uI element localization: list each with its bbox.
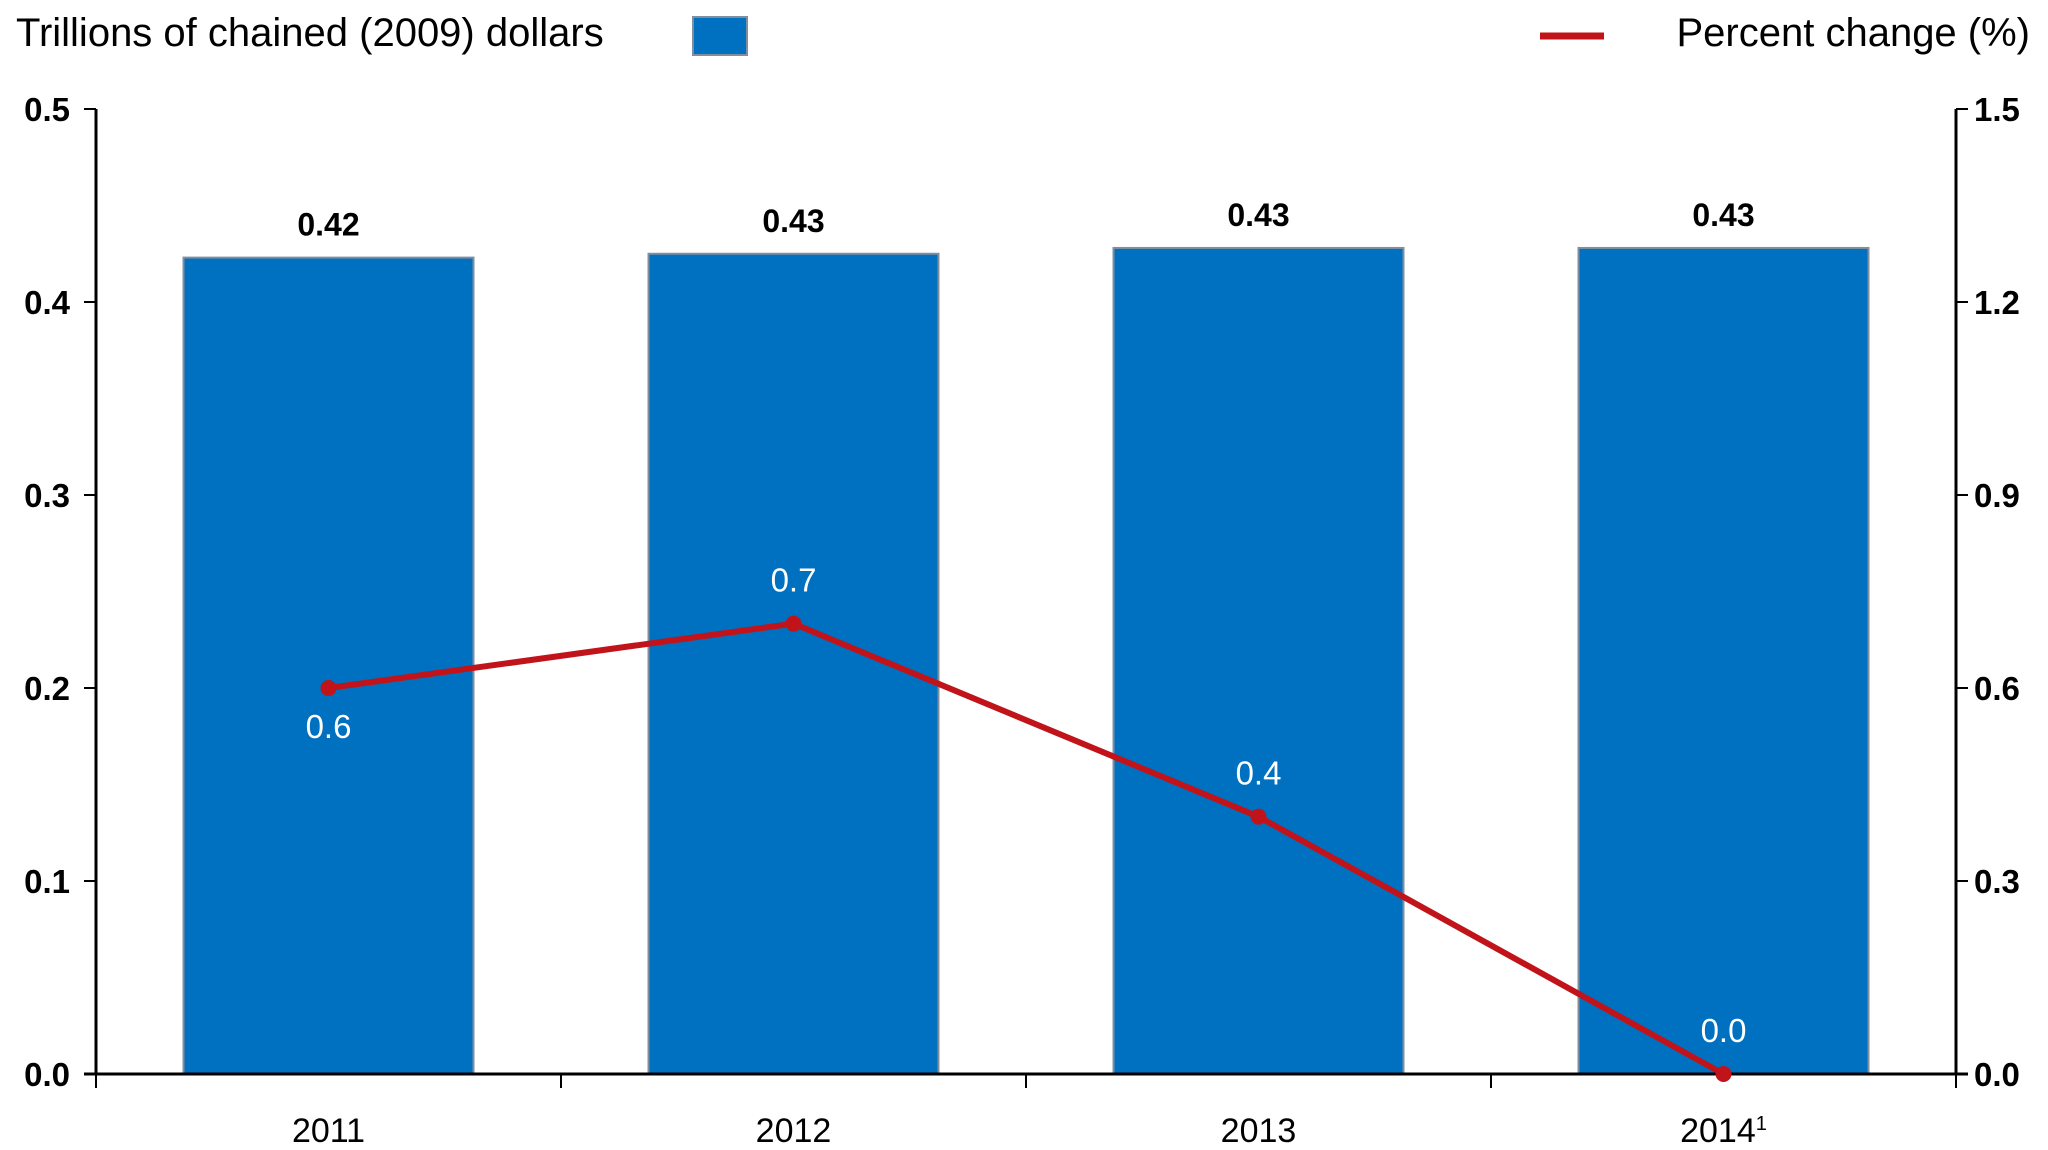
footnote-superscript: 1 [1756, 1113, 1767, 1135]
line-value-label: 0.6 [306, 708, 352, 745]
right-tick-label: 0.0 [1974, 1056, 2020, 1093]
left-tick-label: 0.2 [24, 670, 70, 707]
legend: Trillions of chained (2009) dollars Perc… [16, 11, 2030, 56]
bar-2011 [182, 256, 475, 1075]
right-tick-label: 0.3 [1974, 863, 2020, 900]
labels: 0.42 0.43 0.43 0.43 0.6 0.7 0.4 0.0 [297, 197, 1754, 1049]
bar-value-label: 0.43 [1692, 197, 1754, 233]
left-tick-label: 0.4 [24, 284, 71, 321]
bar-2014 [1577, 246, 1870, 1075]
bars [182, 246, 1870, 1075]
line-value-label: 0.4 [1236, 755, 1282, 792]
x-tick-label: 2011 [292, 1112, 365, 1150]
line-value-label: 0.0 [1701, 1012, 1747, 1049]
legend-label-bars: Trillions of chained (2009) dollars [16, 11, 604, 55]
right-tick-label: 0.9 [1974, 477, 2020, 514]
legend-swatch-bars [692, 16, 748, 56]
line-value-label: 0.7 [771, 562, 817, 599]
bar-value-label: 0.43 [1227, 197, 1289, 233]
bar-value-label: 0.42 [297, 207, 359, 243]
line-point-2011 [320, 680, 337, 696]
axes: 0.0 0.1 0.2 0.3 0.4 0.5 0.0 0.3 0.6 0.9 1.2 1.5 2011… [24, 91, 2020, 1150]
right-tick-label: 0.6 [1974, 670, 2020, 707]
percent-change-polyline [328, 620, 1725, 1077]
percent-change-line [320, 615, 1732, 1082]
left-tick-label: 0.3 [24, 477, 70, 514]
bar-value-label: 0.43 [762, 203, 824, 239]
x-tick-label: 2013 [1221, 1112, 1297, 1150]
line-point-2014 [1715, 1066, 1732, 1082]
x-tick-label: 2012 [756, 1112, 832, 1150]
left-tick-label: 0.0 [24, 1056, 70, 1093]
x-tick-label: 20141 [1680, 1112, 1767, 1150]
line-point-2013 [1250, 808, 1267, 825]
right-tick-label: 1.2 [1974, 284, 2020, 321]
bar-2013 [1112, 246, 1405, 1075]
line-point-2012 [785, 615, 802, 632]
right-tick-label: 1.5 [1974, 91, 2020, 128]
left-tick-label: 0.1 [24, 863, 70, 900]
left-tick-label: 0.5 [24, 91, 70, 128]
legend-label-line: Percent change (%) [1676, 11, 2030, 55]
